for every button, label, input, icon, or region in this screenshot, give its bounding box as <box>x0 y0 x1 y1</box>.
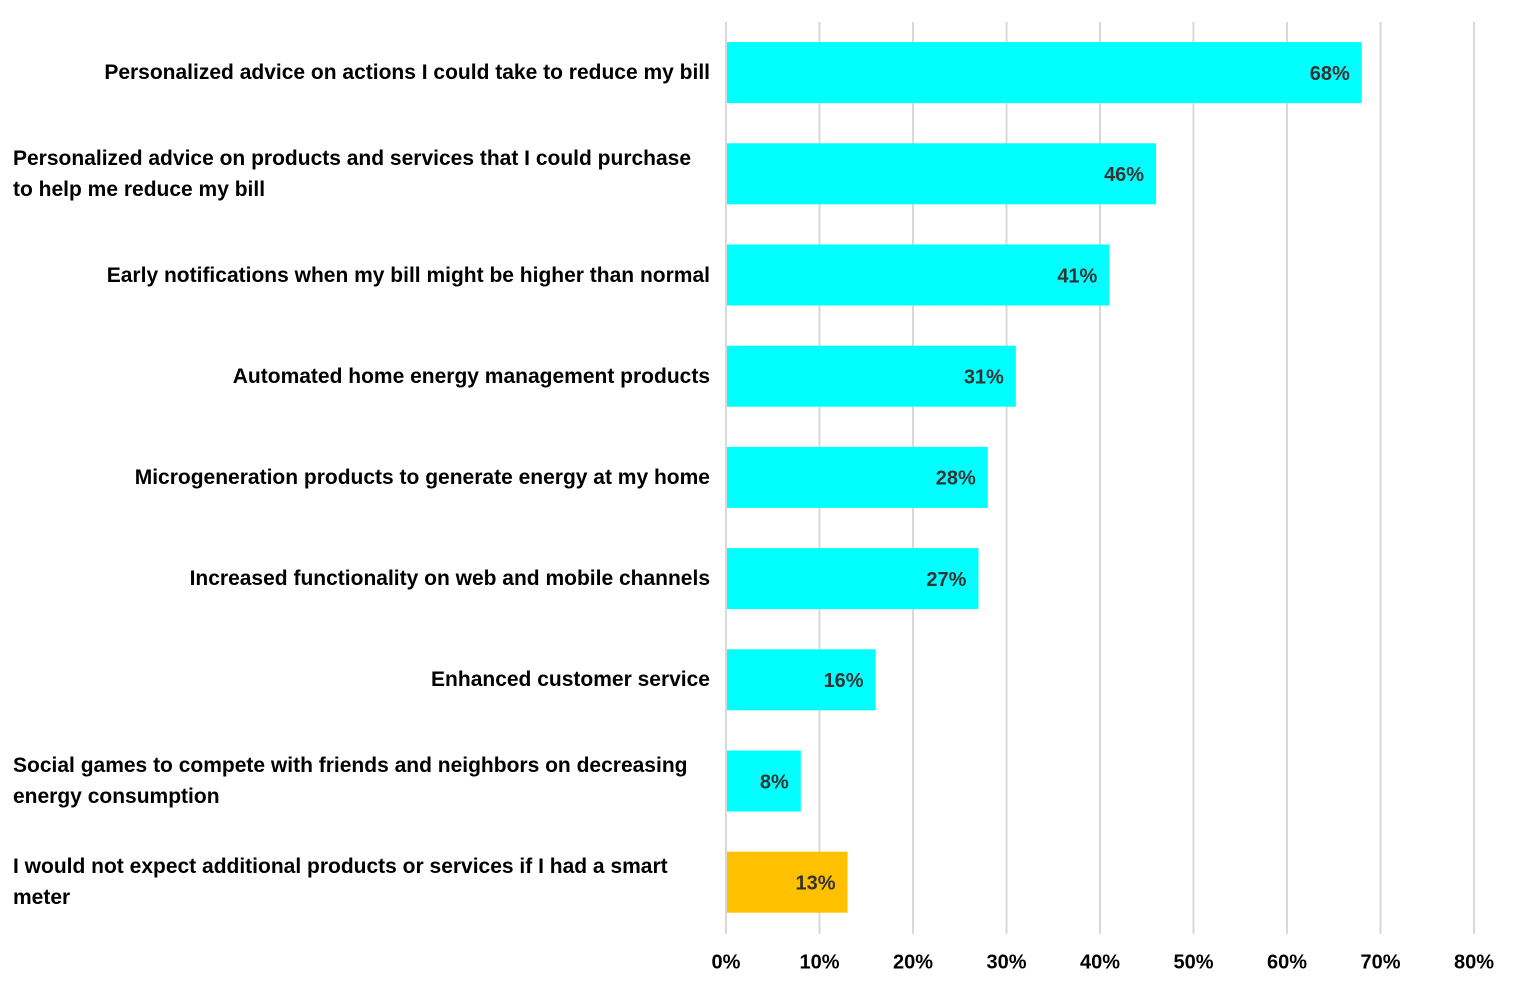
value-label: 16% <box>824 670 864 692</box>
x-tick-label: 0% <box>712 951 741 973</box>
value-label: 68% <box>1310 63 1350 85</box>
value-label: 41% <box>1057 265 1097 287</box>
bar <box>726 851 848 913</box>
category-label-box: Automated home energy management product… <box>0 336 710 416</box>
x-tick-label: 40% <box>1080 951 1120 973</box>
category-label-box: Personalized advice on actions I could t… <box>0 33 710 113</box>
y-tick-label: I would not expect additional products o… <box>13 855 668 910</box>
y-tick-label: Early notifications when my bill might b… <box>106 263 710 287</box>
category-label-box: Increased functionality on web and mobil… <box>0 539 710 619</box>
y-tick-label: Microgeneration products to generate ene… <box>134 465 710 489</box>
bar <box>726 446 988 508</box>
bar <box>726 143 1157 205</box>
bar <box>726 548 979 610</box>
category-label-box: Social games to compete with friends and… <box>0 741 710 821</box>
category-label-box: Enhanced customer service <box>0 640 710 720</box>
bar <box>726 345 1016 407</box>
y-tick-label: Personalized advice on actions I could t… <box>104 61 710 85</box>
y-tick-label: Increased functionality on web and mobil… <box>189 567 710 591</box>
x-tick-label: 50% <box>1173 951 1213 973</box>
category-label-box: Early notifications when my bill might b… <box>0 235 710 315</box>
x-tick-label: 60% <box>1267 951 1307 973</box>
value-label: 31% <box>964 366 1004 388</box>
value-label: 8% <box>760 771 789 793</box>
x-tick-label: 10% <box>799 951 839 973</box>
category-label-box: I would not expect additional products o… <box>0 842 710 922</box>
y-tick-label: Enhanced customer service <box>431 668 710 692</box>
bar <box>726 750 801 812</box>
x-tick-label: 30% <box>986 951 1026 973</box>
value-label: 13% <box>796 872 836 894</box>
bar <box>726 244 1110 306</box>
value-label: 46% <box>1104 164 1144 186</box>
x-tick-label: 20% <box>893 951 933 973</box>
bar <box>726 42 1362 104</box>
y-tick-label: Social games to compete with friends and… <box>13 754 688 808</box>
x-tick-label: 70% <box>1360 951 1400 973</box>
bar <box>726 649 876 711</box>
category-label-box: Microgeneration products to generate ene… <box>0 437 710 517</box>
category-label-box: Personalized advice on products and serv… <box>0 134 710 214</box>
y-tick-label: Automated home energy management product… <box>232 364 710 388</box>
x-tick-label: 80% <box>1454 951 1494 973</box>
value-label: 28% <box>936 468 976 490</box>
y-tick-label: Personalized advice on products and serv… <box>13 146 692 201</box>
value-label: 27% <box>926 569 966 591</box>
